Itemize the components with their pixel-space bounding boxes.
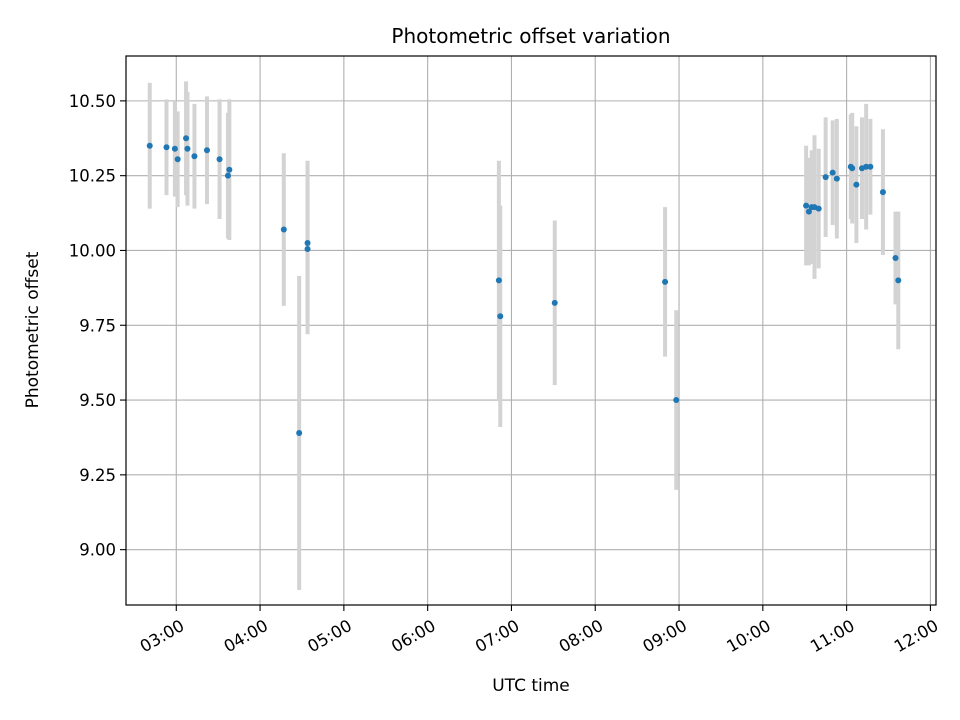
y-axis-label: Photometric offset: [23, 251, 43, 408]
y-tick-label: 10.00: [69, 241, 116, 260]
data-point: [662, 278, 669, 285]
data-point: [224, 172, 231, 179]
data-point: [805, 208, 812, 215]
data-point: [849, 165, 856, 172]
data-point: [497, 313, 504, 320]
data-point: [226, 166, 233, 173]
data-point: [833, 175, 840, 182]
data-point: [892, 254, 899, 261]
y-tick-label: 9.25: [79, 466, 116, 485]
data-point: [191, 153, 198, 160]
data-point: [304, 245, 311, 252]
x-axis-label: UTC time: [492, 676, 570, 696]
data-point: [829, 169, 836, 176]
chart-title: Photometric offset variation: [391, 24, 670, 48]
data-point: [815, 205, 822, 212]
data-point: [146, 142, 153, 149]
y-tick-label: 9.00: [79, 541, 116, 560]
y-tick-label: 9.75: [79, 316, 116, 335]
grid: [126, 56, 936, 605]
data-point: [803, 202, 810, 209]
data-point: [163, 144, 170, 151]
data-point: [183, 135, 190, 142]
data-point: [495, 277, 502, 284]
data-point: [184, 145, 191, 152]
data-point: [863, 163, 870, 170]
y-axis-ticks: 9.00 9.25 9.50 9.75 10.00 10.25 10.50: [69, 92, 126, 560]
data-point: [551, 299, 558, 306]
data-point: [853, 181, 860, 188]
y-tick-label: 10.25: [69, 167, 116, 186]
data-point: [673, 397, 680, 404]
data-point: [174, 156, 181, 163]
data-point: [867, 163, 874, 170]
data-point: [280, 226, 287, 233]
y-tick-label: 10.50: [69, 92, 116, 111]
y-tick-label: 9.50: [79, 391, 116, 410]
data-point: [216, 156, 223, 163]
data-point: [204, 147, 210, 154]
plot-frame: [125, 55, 937, 606]
data-point: [822, 174, 829, 181]
data-points: [146, 135, 902, 436]
data-point: [879, 189, 886, 196]
data-point: [296, 429, 303, 436]
data-point: [304, 239, 311, 246]
data-point: [895, 277, 902, 284]
data-point: [171, 145, 178, 152]
